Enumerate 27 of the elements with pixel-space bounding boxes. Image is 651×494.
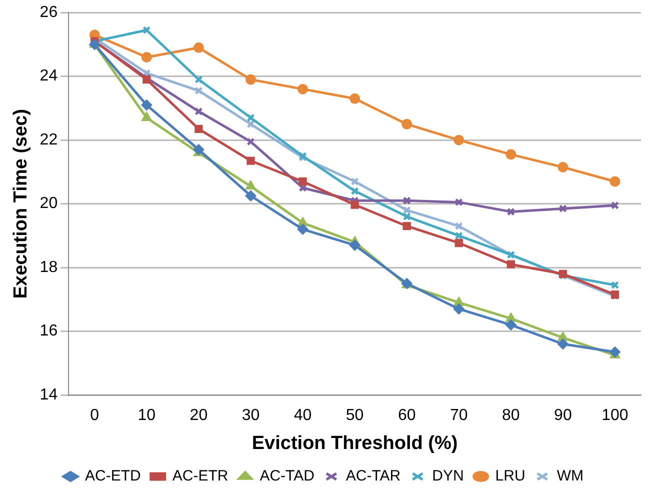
y-tick-label: 22 <box>40 131 58 148</box>
y-tick-label: 24 <box>40 68 58 85</box>
legend-label: DYN <box>432 468 464 485</box>
legend-label: AC-ETD <box>85 468 142 485</box>
x-tick-label: 40 <box>294 407 312 424</box>
legend-label: WM <box>556 468 584 485</box>
x-tick-label: 0 <box>90 407 100 424</box>
x-tick-label: 50 <box>346 407 364 424</box>
x-tick-label: 90 <box>554 407 572 424</box>
x-axis-title: Eviction Threshold (%) <box>252 432 458 454</box>
x-tick-label: 80 <box>502 407 520 424</box>
legend-label: AC-ETR <box>172 468 228 485</box>
x-tick-label: 30 <box>242 407 260 424</box>
x-tick-label: 60 <box>398 407 416 424</box>
x-tick-label: 10 <box>138 407 156 424</box>
legend-label: LRU <box>495 468 526 485</box>
legend-label: AC-TAD <box>260 468 315 485</box>
legend-label: AC-TAR <box>346 468 401 485</box>
y-tick-label: 18 <box>40 258 58 276</box>
y-tick-label: 16 <box>40 322 58 340</box>
x-tick-label: 70 <box>450 407 468 424</box>
x-tick-label: 100 <box>602 407 628 424</box>
x-tick-label: 20 <box>190 407 208 424</box>
y-tick-label: 26 <box>40 4 58 22</box>
y-tick-label: 14 <box>40 386 58 404</box>
y-axis-title: Execution Time (sec) <box>10 108 32 299</box>
y-tick-label: 20 <box>40 195 58 212</box>
